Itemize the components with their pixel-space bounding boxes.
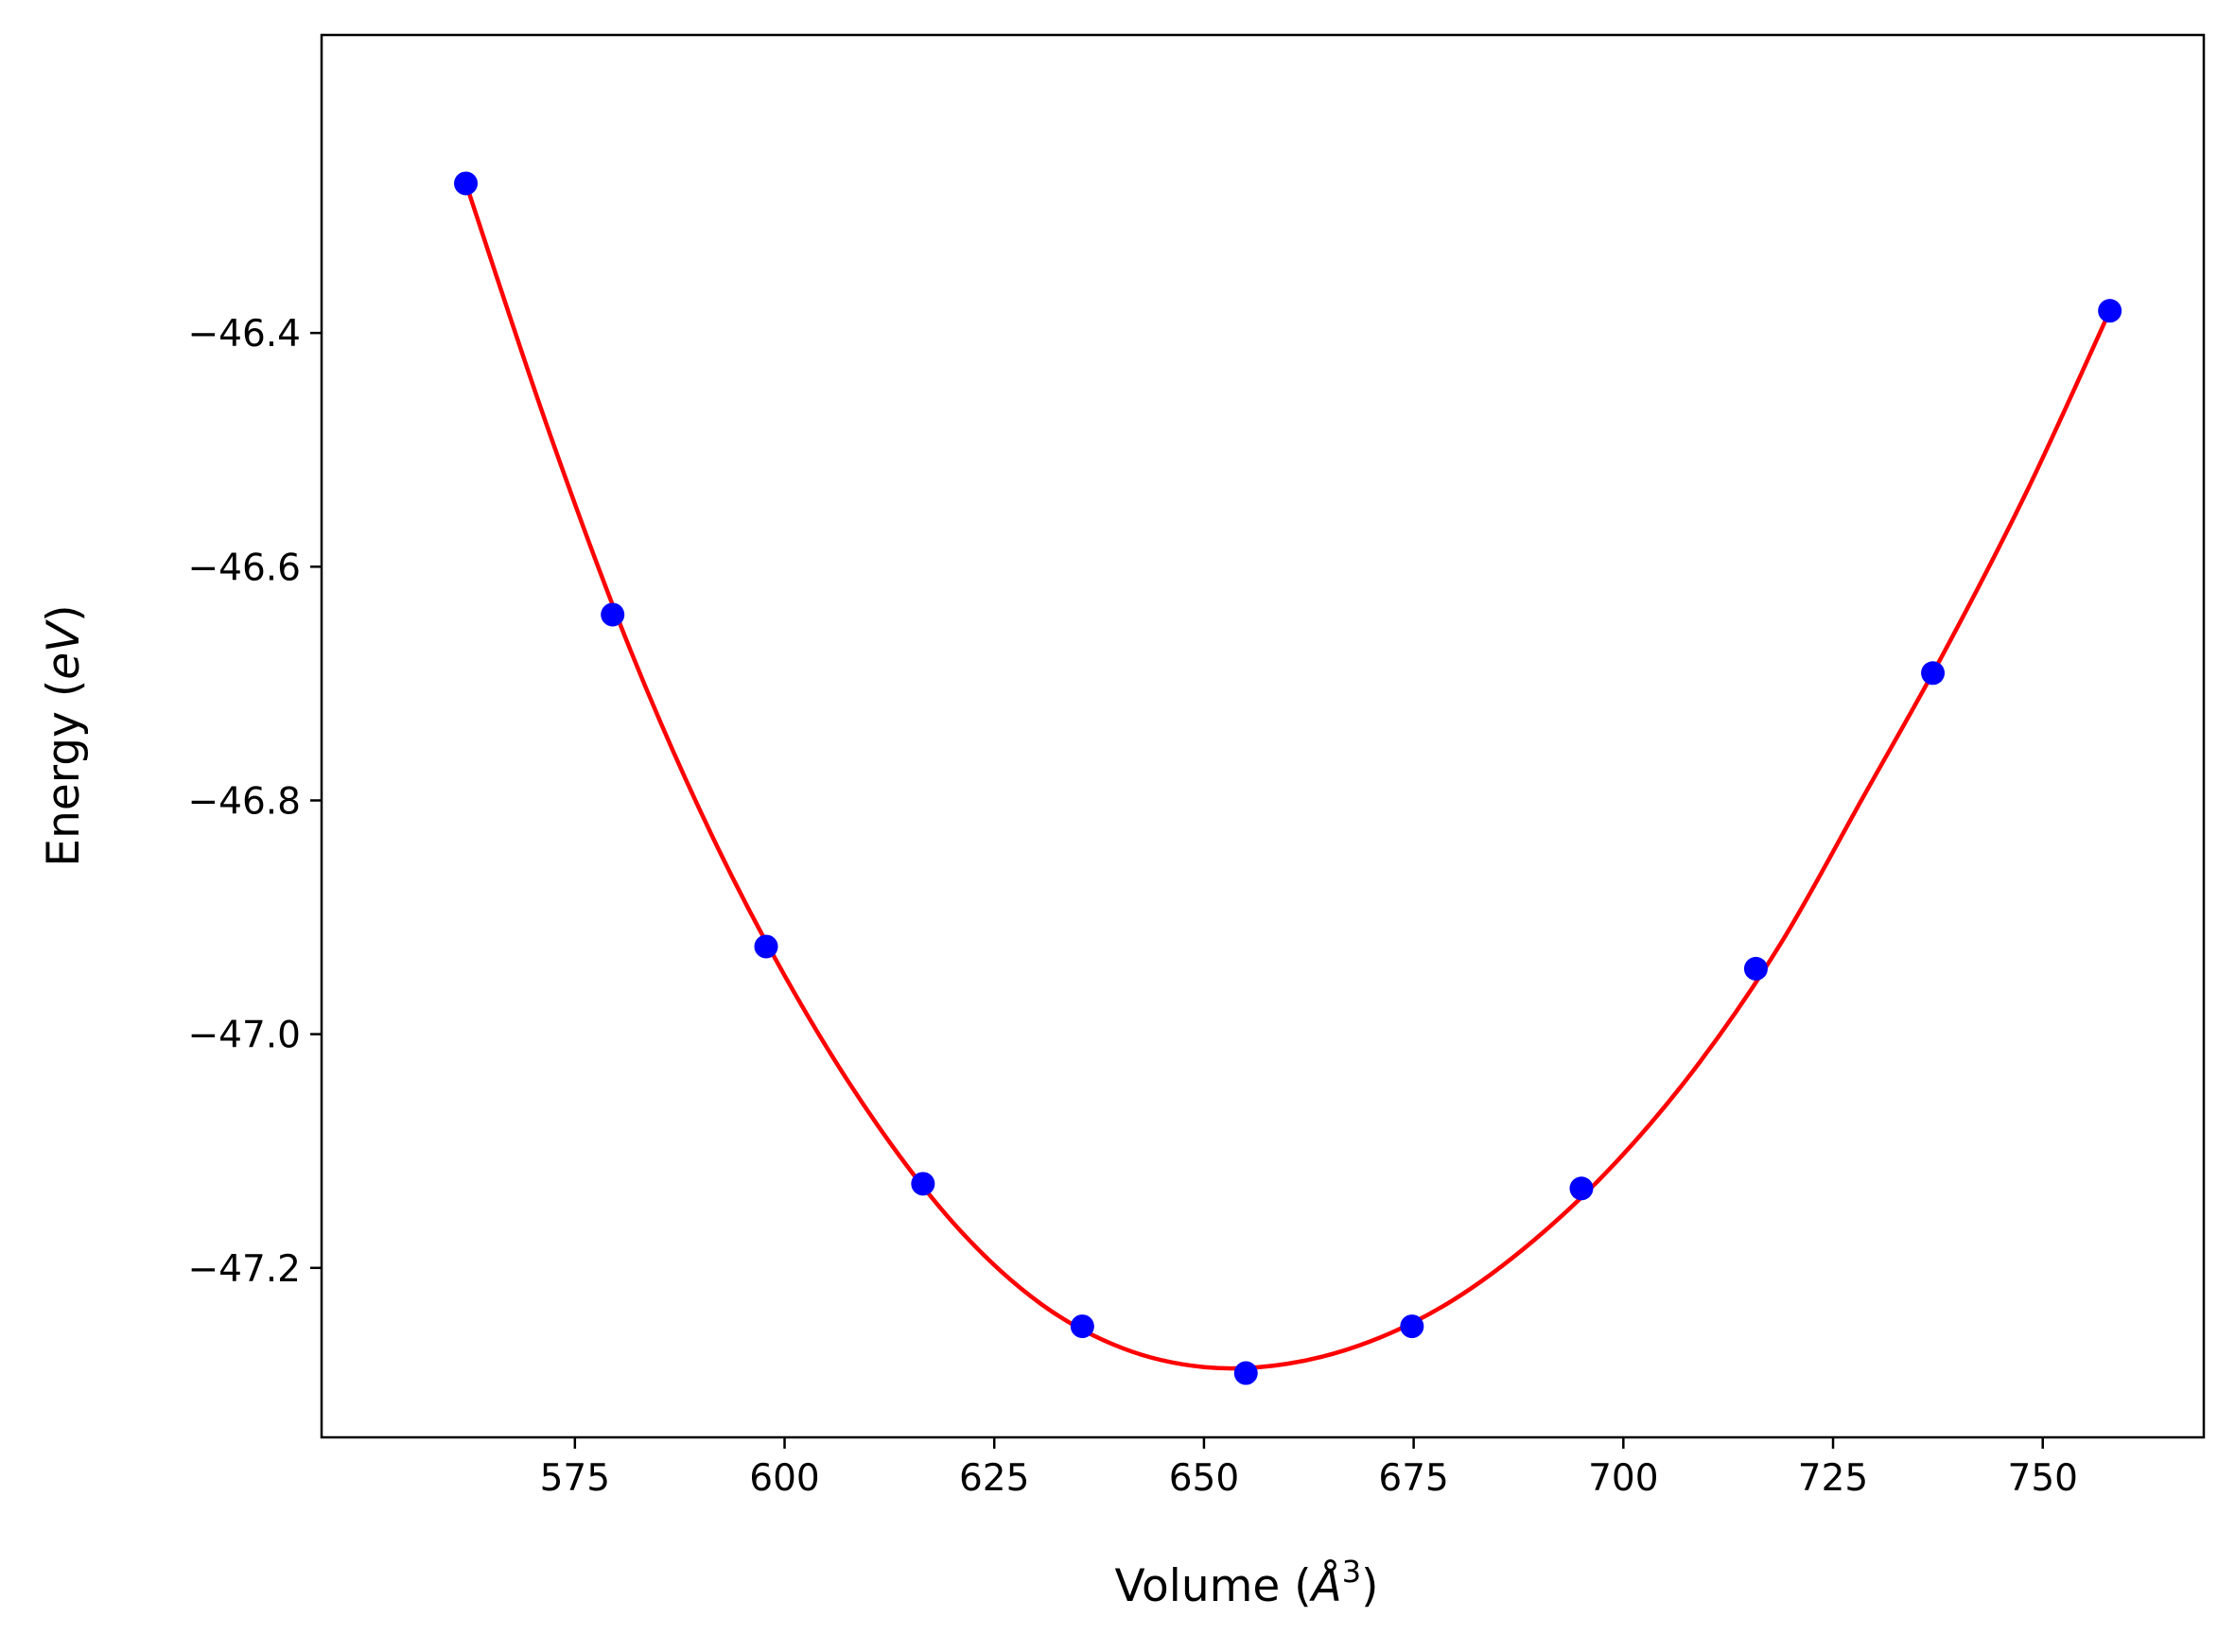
x-tick-label: 650 <box>1169 1457 1239 1500</box>
fit-curve-layer <box>463 183 2112 1371</box>
data-point <box>1921 661 1946 686</box>
data-point <box>1233 1361 1258 1385</box>
x-axis-label-suffix: ) <box>1361 1560 1378 1612</box>
y-tick-label: −47.0 <box>187 1015 301 1057</box>
fit-curve-line <box>463 183 2112 1371</box>
data-point <box>1070 1314 1094 1339</box>
y-tick-label: −46.8 <box>187 780 301 823</box>
y-axis-label-symbol: eV <box>38 619 90 680</box>
x-axis-ticks: 575 600 625 650 675 700 725 750 <box>540 1437 2078 1500</box>
data-point <box>1400 1314 1424 1339</box>
y-tick-label: −46.4 <box>187 313 301 356</box>
data-point <box>911 1172 935 1196</box>
x-axis-label: Volume (Å3) <box>1115 1554 1379 1612</box>
data-points-layer <box>454 171 2122 1385</box>
x-axis-label-superscript: 3 <box>1342 1554 1361 1590</box>
x-tick-label: 675 <box>1378 1457 1448 1500</box>
x-tick-label: 700 <box>1588 1457 1658 1500</box>
y-axis-label: Energy (eV) <box>38 604 90 866</box>
x-tick-label: 625 <box>959 1457 1029 1500</box>
data-point <box>754 934 778 959</box>
y-axis-label-prefix: Energy ( <box>38 680 90 867</box>
data-point <box>1569 1176 1594 1201</box>
y-tick-label: −46.6 <box>187 547 301 589</box>
x-tick-label: 750 <box>2008 1457 2078 1500</box>
plot-frame <box>320 33 2206 1439</box>
x-tick-label: 600 <box>749 1457 819 1500</box>
y-axis-ticks: −46.4 −46.6 −46.8 −47.0 −47.2 <box>187 313 322 1291</box>
y-axis-label-suffix: ) <box>38 604 90 621</box>
x-tick-label: 575 <box>540 1457 610 1500</box>
data-point <box>2098 299 2122 323</box>
x-axis-label-prefix: Volume ( <box>1115 1560 1312 1612</box>
x-axis-label-symbol: Å <box>1309 1560 1342 1612</box>
x-tick-label: 725 <box>1798 1457 1868 1500</box>
y-tick-label: −47.2 <box>187 1248 301 1291</box>
data-point <box>601 602 625 627</box>
data-point <box>1743 956 1768 981</box>
data-point <box>454 171 479 196</box>
